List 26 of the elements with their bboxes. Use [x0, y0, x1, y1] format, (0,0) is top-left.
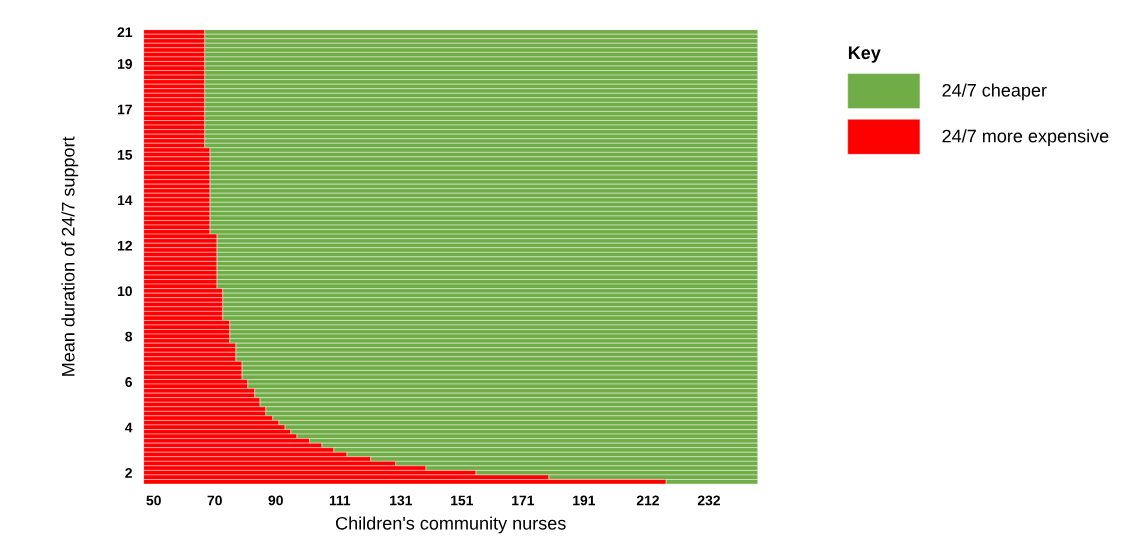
x-tick-label: 232 [697, 495, 720, 506]
y-tick-label: 17 [117, 104, 132, 115]
x-tick-label: 212 [636, 495, 659, 506]
x-tick-label: 70 [207, 495, 222, 506]
x-tick-label: 50 [146, 495, 161, 506]
y-tick-label: 15 [117, 150, 133, 160]
y-tick-label: 21 [117, 27, 133, 37]
legend-label: 24/7 more expensive [942, 129, 1109, 147]
x-tick-label: 111 [329, 495, 351, 506]
y-tick-label: 12 [117, 240, 132, 251]
legend-title: Key [848, 46, 881, 63]
y-tick-label: 8 [125, 331, 133, 342]
y-tick-label: 6 [125, 377, 133, 387]
legend-label: 24/7 cheaper [942, 83, 1047, 101]
y-tick-label: 4 [125, 422, 133, 433]
x-tick-label: 191 [573, 495, 596, 506]
x-tick-label: 131 [390, 495, 413, 506]
y-tick-label: 2 [125, 468, 132, 478]
x-tick-label: 171 [512, 495, 535, 506]
y-tick-label: 14 [117, 195, 133, 206]
x-tick-label: 90 [268, 495, 283, 506]
y-axis-title: Mean duration of 24/7 support [61, 136, 79, 376]
x-tick-label: 151 [451, 495, 474, 506]
y-tick-label: 10 [117, 286, 132, 297]
y-tick-label: 19 [117, 59, 133, 69]
x-axis-title: Children's community nurses [336, 516, 566, 534]
